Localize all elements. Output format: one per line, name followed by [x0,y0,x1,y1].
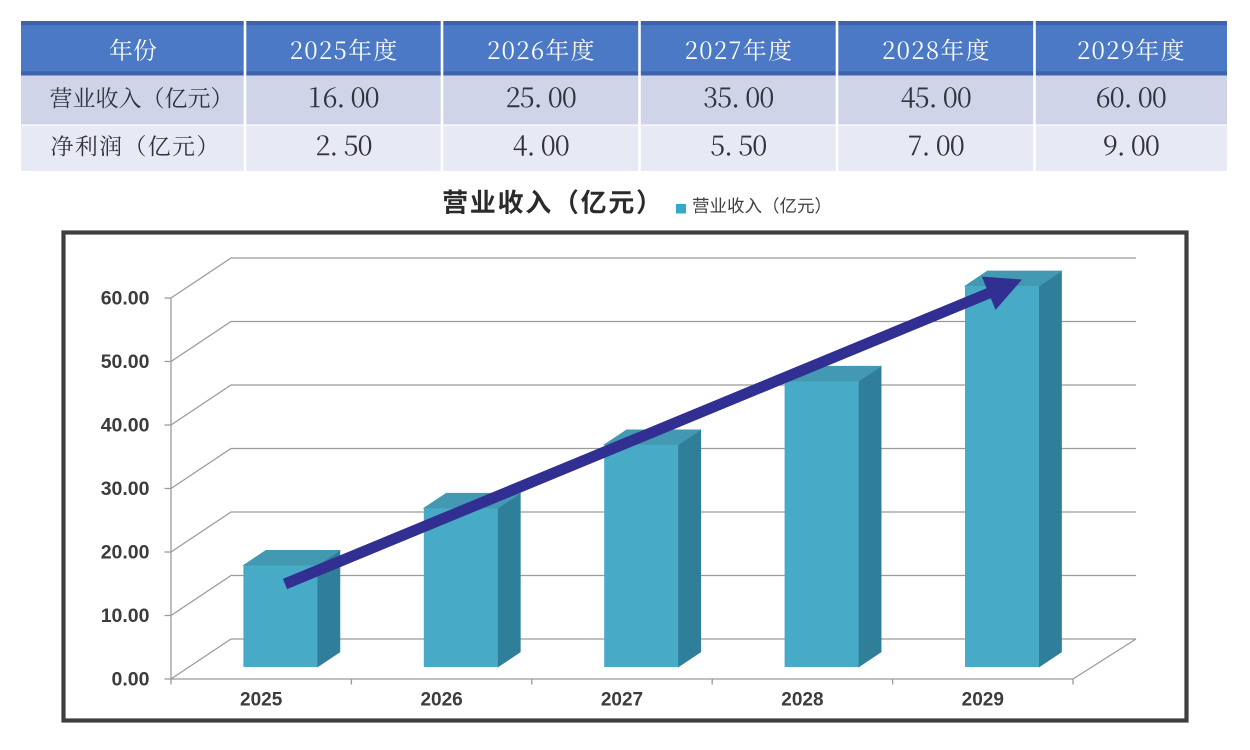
svg-text:2026: 2026 [420,690,462,711]
svg-text:2028: 2028 [781,690,823,711]
svg-text:50.00: 50.00 [101,351,150,373]
svg-text:30.00: 30.00 [101,478,150,500]
svg-text:2027: 2027 [601,690,643,711]
svg-text:40.00: 40.00 [101,414,150,436]
svg-text:2025: 2025 [240,690,283,711]
svg-text:0.00: 0.00 [112,668,150,690]
svg-text:60.00: 60.00 [101,287,150,309]
svg-text:2029: 2029 [962,690,1004,711]
svg-text:10.00: 10.00 [101,605,150,627]
svg-text:20.00: 20.00 [101,541,150,563]
